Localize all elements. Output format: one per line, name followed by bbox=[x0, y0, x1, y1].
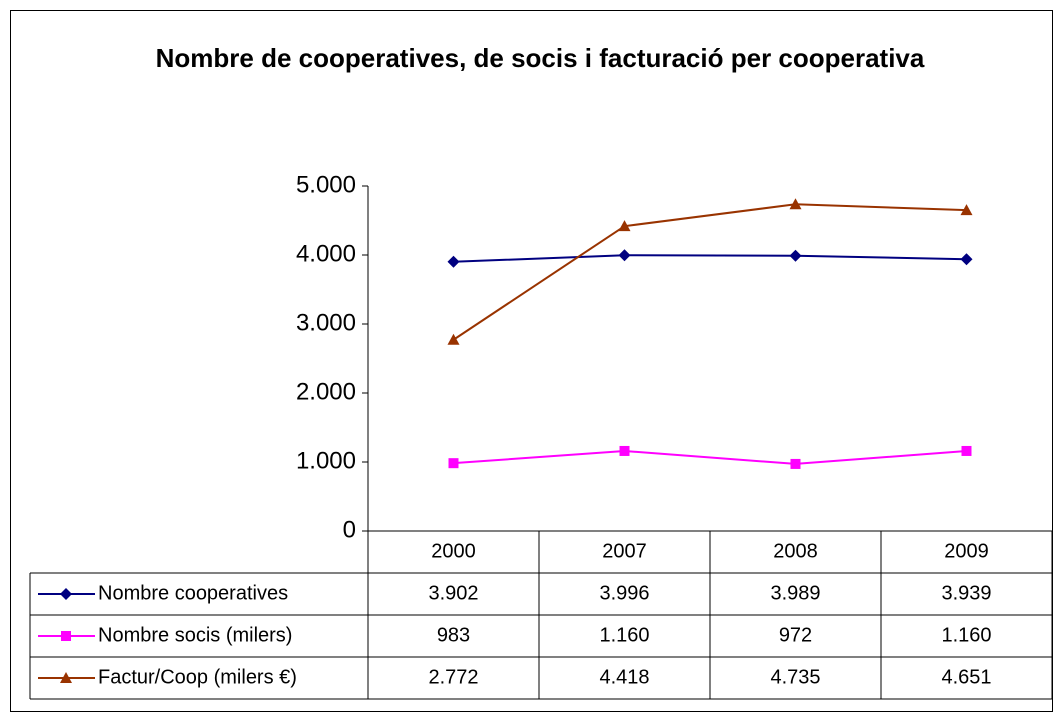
table-value: 4.418 bbox=[599, 666, 649, 688]
legend-label: Factur/Coop (milers €) bbox=[98, 666, 297, 688]
title-box: Nombre de cooperatives, de socis i factu… bbox=[155, 43, 925, 73]
marker bbox=[618, 220, 631, 232]
table-value: 2.772 bbox=[428, 666, 478, 688]
chart-border bbox=[10, 10, 1053, 712]
series-line bbox=[452, 203, 967, 341]
marker bbox=[960, 204, 973, 216]
y-tick-label: 2.000 bbox=[296, 378, 356, 405]
table-value: 1.160 bbox=[599, 624, 649, 646]
table-value: 972 bbox=[779, 624, 812, 646]
x-tick-label: 2009 bbox=[944, 540, 989, 562]
marker bbox=[61, 631, 71, 641]
marker bbox=[448, 458, 459, 469]
table-value: 3.996 bbox=[599, 582, 649, 604]
y-tick-label: 5.000 bbox=[296, 171, 356, 198]
marker bbox=[447, 333, 460, 345]
table-value: 983 bbox=[437, 624, 470, 646]
y-tick-label: 0 bbox=[343, 516, 356, 543]
x-tick-label: 2008 bbox=[773, 540, 818, 562]
table-value: 3.989 bbox=[770, 582, 820, 604]
table-value: 4.735 bbox=[770, 666, 820, 688]
chart-title: Nombre de cooperatives, de socis i factu… bbox=[155, 43, 925, 73]
table-value: 1.160 bbox=[941, 624, 991, 646]
marker bbox=[447, 255, 460, 268]
marker bbox=[60, 672, 72, 683]
table-value: 4.651 bbox=[941, 666, 991, 688]
marker bbox=[619, 445, 630, 456]
marker bbox=[789, 249, 802, 262]
x-tick-label: 2007 bbox=[602, 540, 647, 562]
marker bbox=[960, 253, 973, 266]
y-tick-label: 3.000 bbox=[296, 309, 356, 336]
y-tick-label: 4.000 bbox=[296, 240, 356, 267]
legend-label: Nombre cooperatives bbox=[98, 582, 288, 604]
marker bbox=[790, 458, 801, 469]
series-line bbox=[453, 449, 967, 465]
legend-label: Nombre socis (milers) bbox=[98, 624, 292, 646]
table-value: 3.902 bbox=[428, 582, 478, 604]
x-tick-label: 2000 bbox=[431, 540, 476, 562]
marker bbox=[789, 198, 802, 210]
marker bbox=[60, 588, 72, 600]
marker bbox=[618, 249, 631, 262]
table-value: 3.939 bbox=[941, 582, 991, 604]
marker bbox=[961, 445, 972, 456]
y-tick-label: 1.000 bbox=[296, 447, 356, 474]
series-line bbox=[453, 254, 967, 263]
